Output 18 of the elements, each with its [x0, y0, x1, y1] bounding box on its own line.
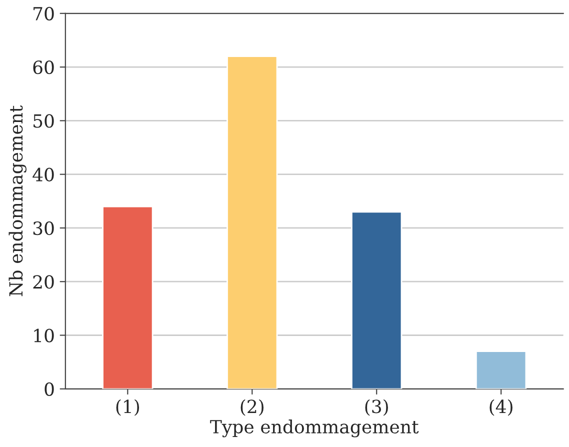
- bar: [226, 56, 278, 389]
- y-tick-label: 50: [34, 114, 54, 128]
- y-tick-label: 40: [32, 168, 54, 182]
- y-tick-label: 10: [34, 328, 54, 342]
- bar: [102, 206, 154, 389]
- bar: [351, 211, 402, 389]
- x-tick-label: (1): [116, 399, 140, 416]
- x-tick-label: (2): [240, 399, 264, 416]
- x-axis-title: Type endommagement: [210, 420, 419, 438]
- y-tick-label: 0: [44, 382, 54, 396]
- bar: [475, 350, 527, 389]
- x-tick-label: (3): [365, 399, 388, 416]
- x-tick-label: (4): [490, 399, 512, 416]
- y-tick-label: 20: [33, 275, 54, 289]
- y-tick-label: 60: [33, 60, 54, 74]
- y-axis-title: Nb endommagement: [8, 105, 26, 296]
- y-tick-label: 30: [33, 221, 54, 236]
- y-tick-label: 70: [34, 6, 54, 21]
